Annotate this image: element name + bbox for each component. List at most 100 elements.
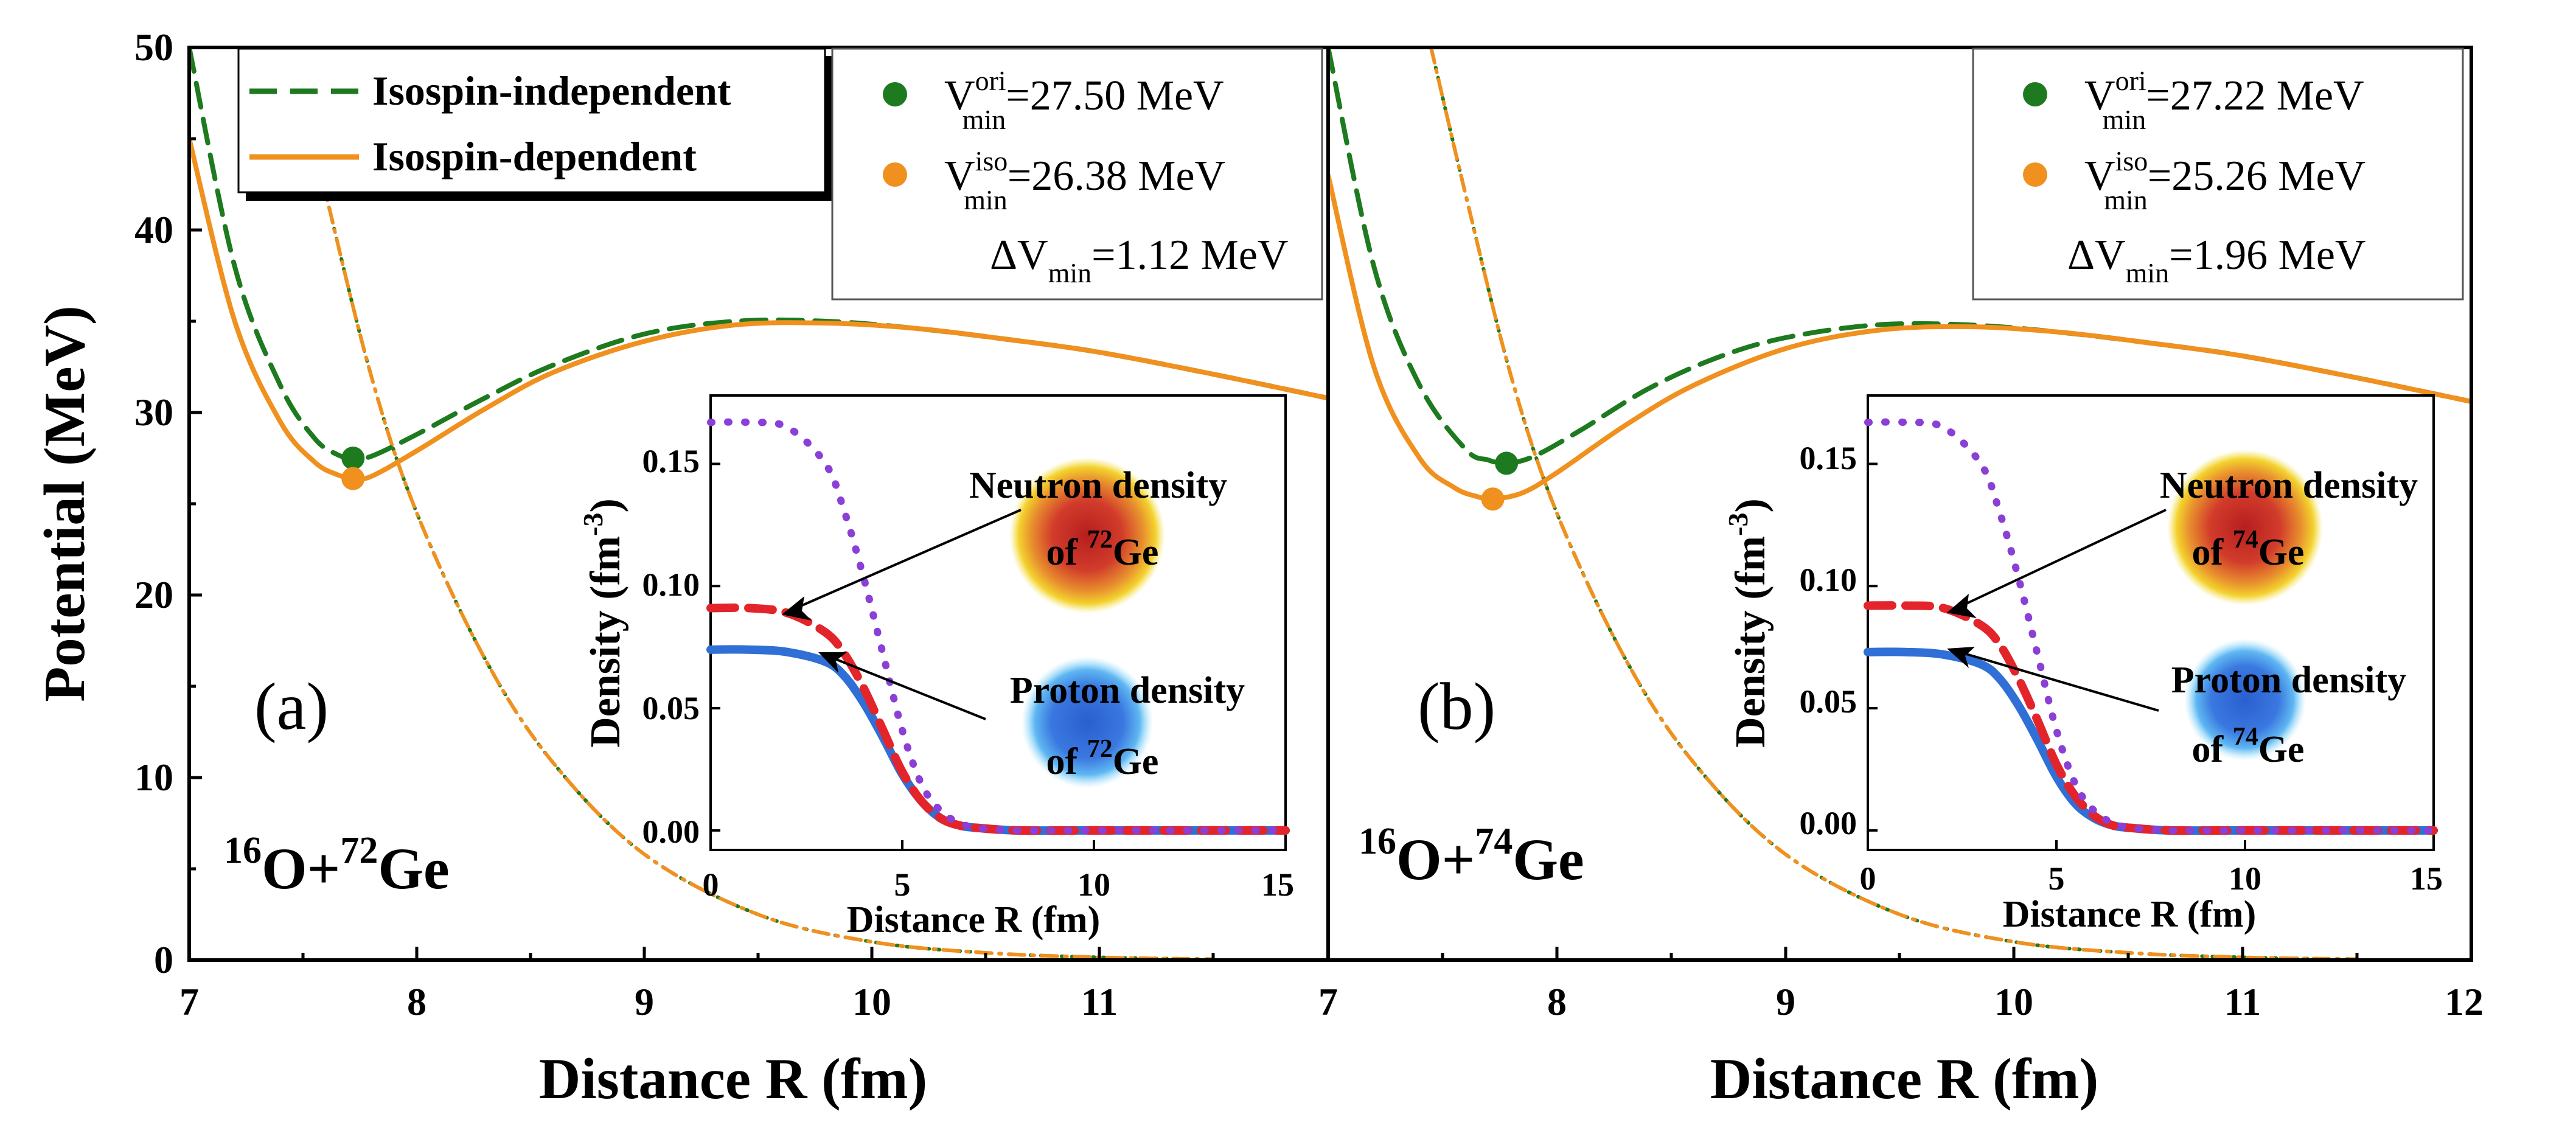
neutron-label-b: Neutron density <box>2160 465 2418 506</box>
inset-a-y-ticks: 0.00 0.05 0.10 0.15 <box>642 443 700 850</box>
y-tick-20: 20 <box>134 573 173 616</box>
neutron-density-image-b <box>2167 450 2323 605</box>
ib-xtick-2: 10 <box>2229 860 2261 897</box>
x-axis-label-a: Distance R (fm) <box>539 1046 927 1111</box>
proton-of-a: of 72Ge <box>1046 735 1159 782</box>
ia-ytick-1: 0.05 <box>642 690 700 726</box>
ib-ytick-3: 0.15 <box>1800 440 1857 476</box>
reaction-b: 16O+74Ge <box>1359 821 1584 892</box>
y-tick-10: 10 <box>134 756 173 799</box>
neutron-label-a: Neutron density <box>969 465 1227 506</box>
y-tick-40: 40 <box>134 208 173 251</box>
dv-a: ΔVmin=1.12 MeV <box>990 232 1288 288</box>
proton-arrow-b <box>1955 650 2159 712</box>
neutron-arrowhead-a <box>782 596 812 621</box>
ib-ytick-2: 0.10 <box>1800 562 1857 598</box>
marker-viso-b <box>2023 162 2047 187</box>
proton-arrowhead-b <box>1947 647 1975 668</box>
legend-label-independent: Isospin-independent <box>372 68 731 114</box>
proton-arrow-a <box>827 655 986 720</box>
ib-ytick-1: 0.05 <box>1800 683 1857 720</box>
inset-b-curves <box>1864 418 2438 835</box>
xb-tick-11: 11 <box>2224 980 2261 1023</box>
proton-label-a: Proton density <box>1010 670 1245 711</box>
proton-arrowhead-a <box>818 652 847 673</box>
x-axis-label-b: Distance R (fm) <box>1710 1046 2098 1111</box>
minimum-marker-a-0 <box>341 447 365 470</box>
xa-tick-9: 9 <box>635 980 654 1023</box>
y-axis-label: Potential (MeV) <box>32 305 97 702</box>
y-tick-30: 30 <box>134 391 173 434</box>
inset-a-ylabel: Density (fm-3) <box>577 498 629 748</box>
inset-a-ticks <box>709 462 1287 850</box>
neutron-arrowhead-b <box>1947 594 1977 618</box>
ia-xtick-3: 15 <box>1261 866 1294 903</box>
y-tick-50: 50 <box>134 26 173 69</box>
ia-xtick-2: 10 <box>1077 866 1110 903</box>
vori-b: Vori min=27.22 MeV <box>2084 65 2364 135</box>
proton-density-image-a <box>1022 656 1153 788</box>
minimum-marker-a-1 <box>341 467 365 490</box>
inset-b-xlabel: Distance R (fm) <box>2003 894 2257 935</box>
minimum-marker-b-0 <box>1495 451 1519 475</box>
x-tick-labels-b: 7 8 9 10 11 12 <box>1318 980 2484 1023</box>
series-b-solid <box>1328 173 2471 502</box>
inset-b: 0.00 0.05 0.10 0.15 0 5 10 15 Distance R… <box>1722 394 2443 935</box>
minima-box-b: Vori min=27.22 MeV Viso min=25.26 MeV ΔVmi… <box>1972 47 2464 301</box>
neutron-arrow-b <box>1955 509 2167 610</box>
panel-label-a: (a) <box>254 669 329 743</box>
inset-a-curves <box>706 418 1290 835</box>
proton-density-image-b <box>2184 639 2306 761</box>
xb-tick-10: 10 <box>1994 980 2033 1023</box>
ia-xtick-0: 0 <box>703 866 719 903</box>
xa-tick-8: 8 <box>407 980 426 1023</box>
panel-label-b: (b) <box>1418 669 1495 743</box>
ia-ytick-0: 0.00 <box>642 813 700 850</box>
inset-b-x-ticks: 0 5 10 15 <box>1860 860 2443 897</box>
ia-ytick-3: 0.15 <box>642 443 700 479</box>
ia-xtick-1: 5 <box>894 866 911 903</box>
inset-a-x-ticks: 0 5 10 15 <box>703 866 1295 903</box>
series-a-dotted <box>290 47 1215 960</box>
inset-b-ticks <box>1867 462 2435 850</box>
ib-xtick-0: 0 <box>1860 860 1876 897</box>
inset-a: 0.00 0.05 0.10 0.15 0 5 10 15 Distance R… <box>577 394 1295 941</box>
inset-b-dashed-series <box>1864 601 2438 835</box>
minimum-marker-b-1 <box>1481 487 1505 511</box>
neutron-of-b: of 74Ge <box>2192 526 2305 573</box>
xa-tick-11: 11 <box>1081 980 1118 1023</box>
proton-of-b: of 74Ge <box>2192 723 2305 770</box>
ia-ytick-2: 0.10 <box>642 566 700 603</box>
neutron-arrow-a <box>790 509 1022 611</box>
neutron-of-a: of 72Ge <box>1046 526 1159 573</box>
vori-a: Vori min=27.50 MeV <box>944 65 1224 135</box>
dv-b: ΔVmin=1.96 MeV <box>2067 232 2365 288</box>
legend: Isospin-independent Isospin-dependent <box>237 47 838 201</box>
legend-label-dependent: Isospin-dependent <box>372 133 697 179</box>
inset-b-dotted-series <box>1864 418 2437 835</box>
marker-vori-a <box>883 82 907 106</box>
xb-tick-7: 7 <box>1318 980 1338 1023</box>
y-tick-labels: 0 10 20 30 40 50 <box>134 26 173 981</box>
panel-b-frame <box>1326 46 2473 962</box>
series-a-solid <box>189 136 1327 482</box>
marker-vori-b <box>2023 82 2047 106</box>
ib-xtick-1: 5 <box>2049 860 2065 897</box>
proton-label-b: Proton density <box>2171 660 2406 701</box>
xa-tick-7: 7 <box>179 980 199 1023</box>
inset-a-dotted-series <box>707 418 1289 835</box>
ib-ytick-0: 0.00 <box>1800 805 1857 841</box>
reaction-a: 16O+72Ge <box>224 830 450 901</box>
x-tick-labels-a: 7 8 9 10 11 <box>179 980 1118 1023</box>
xb-tick-9: 9 <box>1776 980 1795 1023</box>
y-tick-0: 0 <box>154 938 173 981</box>
xa-tick-10: 10 <box>852 980 891 1023</box>
neutron-density-image-a <box>1009 458 1165 613</box>
inset-a-xlabel: Distance R (fm) <box>847 899 1101 941</box>
xb-tick-12: 12 <box>2445 980 2484 1023</box>
minima-box-a: Vori min=27.50 MeV Viso min=26.38 MeV ΔVmi… <box>831 47 1323 301</box>
inset-b-ylabel: Density (fm-3) <box>1722 498 1774 748</box>
inset-b-y-ticks: 0.00 0.05 0.10 0.15 <box>1800 440 1857 841</box>
xb-tick-8: 8 <box>1547 980 1567 1023</box>
